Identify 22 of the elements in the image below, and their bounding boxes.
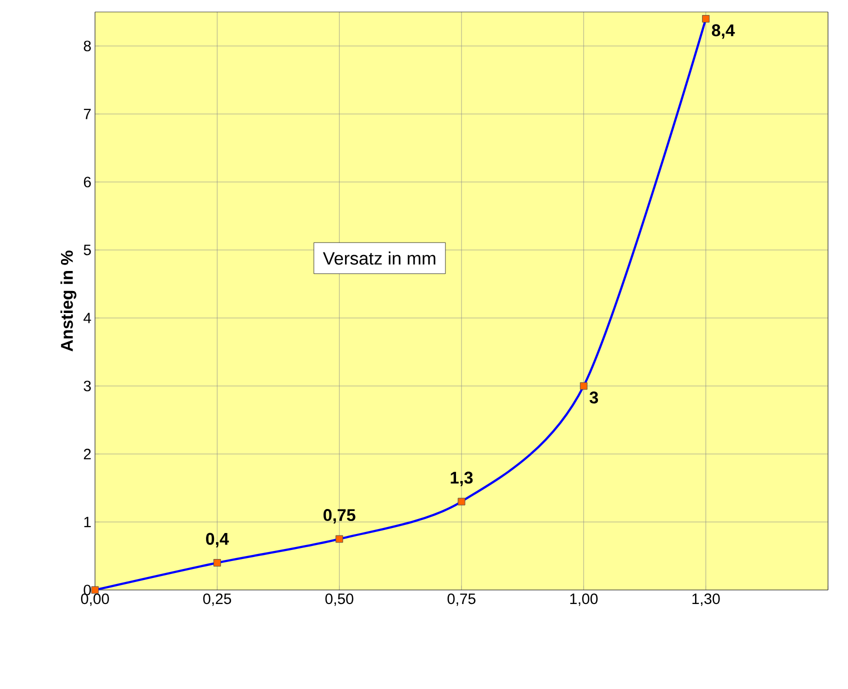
x-tick-label: 0,50 [325,594,354,606]
y-tick-label: 1 [84,516,91,528]
data-label: 0,4 [206,532,229,548]
x-tick-label: 0,00 [81,594,109,606]
x-tick-label: 0,75 [448,594,476,606]
y-tick-label: 3 [84,380,91,392]
y-tick-label: 6 [84,176,91,188]
y-axis-title: Anstieg in % [60,250,76,352]
data-label: 1,3 [450,472,473,486]
x-tick-label: 0,25 [203,594,232,606]
y-tick-label: 4 [84,312,92,324]
data-label: 3 [590,391,598,404]
x-tick-label: 1,00 [570,594,598,606]
data-label: 8,4 [712,24,735,39]
y-tick-label: 5 [84,244,91,256]
x-axis-title: Versatz in mm [322,252,436,265]
x-tick-label: 1,30 [692,594,720,606]
y-tick-label: 7 [84,108,91,120]
data-label: 0,75 [324,509,356,524]
y-tick-label: 2 [84,448,91,460]
y-tick-label: 8 [84,40,91,52]
y-tick-label: 0 [84,584,91,596]
